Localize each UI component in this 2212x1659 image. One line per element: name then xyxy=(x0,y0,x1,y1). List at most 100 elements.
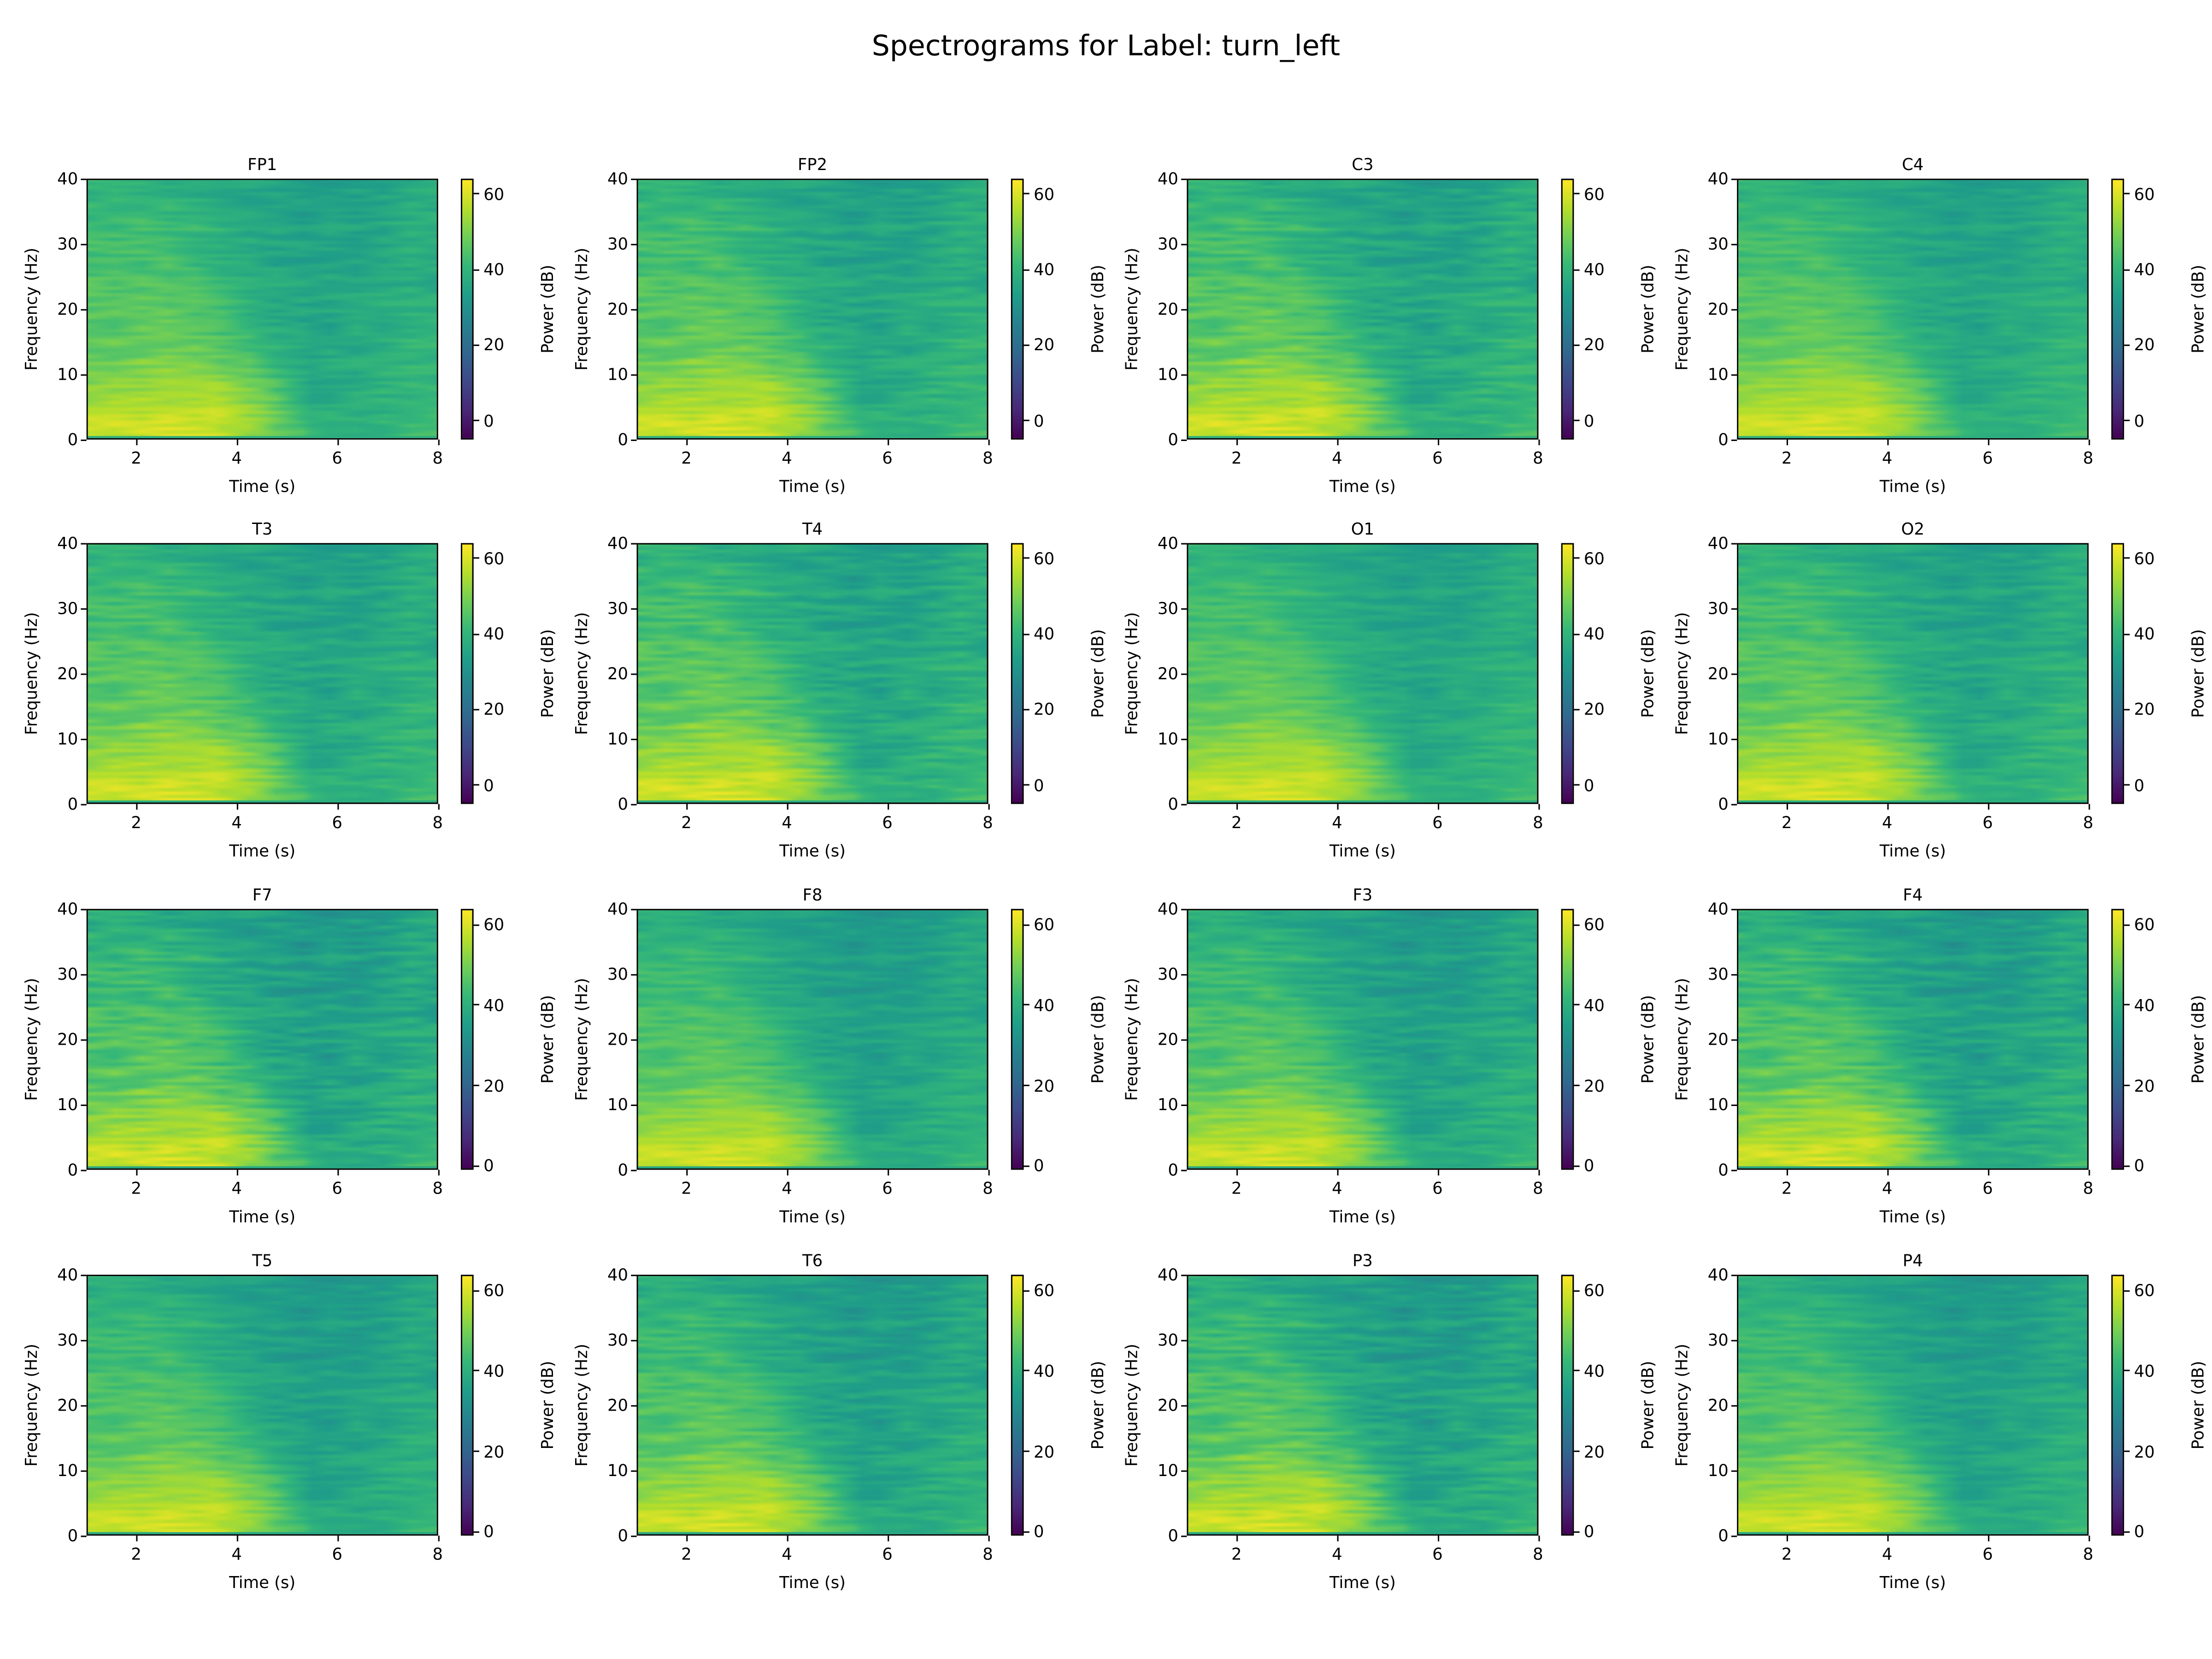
y-tick-label: 20 xyxy=(57,1029,78,1049)
spectrogram-axes xyxy=(636,1275,988,1536)
x-axis-label: Time (s) xyxy=(1879,476,1946,496)
spectrogram-heatmap xyxy=(1188,910,1537,1169)
y-tick-mark xyxy=(1181,1038,1187,1040)
spectrogram-axes xyxy=(1187,1275,1539,1536)
x-tick-label: 6 xyxy=(1982,812,1993,833)
y-tick-mark xyxy=(1181,1274,1187,1276)
x-tick-label: 8 xyxy=(2083,1544,2094,1564)
x-tick-label: 2 xyxy=(1781,812,1792,833)
colorbar-tick-mark xyxy=(1024,269,1030,271)
x-axis-label: Time (s) xyxy=(229,476,296,496)
panel-title: C3 xyxy=(1352,154,1374,175)
x-tick-label: 2 xyxy=(681,1178,692,1198)
colorbar-tick-label: 20 xyxy=(1583,1441,1605,1461)
colorbar-tick-mark xyxy=(473,708,479,710)
colorbar-tick-mark xyxy=(2124,1004,2130,1006)
y-tick-mark xyxy=(1731,1535,1737,1536)
y-tick-label: 40 xyxy=(607,1265,629,1285)
y-tick-mark xyxy=(81,243,87,245)
y-tick-mark xyxy=(631,1535,637,1536)
y-tick-mark xyxy=(1731,1470,1737,1471)
y-tick-mark xyxy=(1731,1404,1737,1406)
colorbar xyxy=(1561,1275,1574,1536)
colorbar-tick-mark xyxy=(2124,1084,2130,1087)
colorbar-tick-mark xyxy=(473,1450,479,1452)
colorbar-tick-label: 20 xyxy=(1583,699,1605,719)
y-tick-label: 10 xyxy=(607,729,629,749)
colorbar-tick-label: 60 xyxy=(1583,915,1605,935)
y-axis-label: Frequency (Hz) xyxy=(1671,247,1692,371)
y-tick-mark xyxy=(1731,1038,1737,1040)
x-axis-label: Time (s) xyxy=(229,841,296,861)
x-tick-label: 2 xyxy=(1781,1178,1792,1198)
colorbar-tick-mark xyxy=(473,193,479,195)
x-axis-label: Time (s) xyxy=(1879,1206,1946,1227)
y-tick-mark xyxy=(1181,243,1187,245)
colorbar-tick-label: 0 xyxy=(2134,411,2145,431)
y-tick-label: 30 xyxy=(57,964,78,984)
spectrogram-axes xyxy=(86,909,438,1170)
x-tick-label: 2 xyxy=(131,1544,141,1564)
x-tick-label: 8 xyxy=(432,1178,443,1198)
colorbar xyxy=(1561,909,1574,1170)
colorbar-tick-mark xyxy=(1574,1290,1580,1292)
y-tick-mark xyxy=(1181,1470,1187,1471)
y-tick-label: 20 xyxy=(607,1395,629,1415)
x-tick-mark xyxy=(1236,1535,1238,1541)
y-tick-label: 30 xyxy=(607,598,629,618)
y-tick-mark xyxy=(1181,1339,1187,1341)
colorbar-tick-mark xyxy=(1574,420,1580,422)
spectrogram-panel-t4: T4 0 10 20 30 40 2 4 6 8 Frequency (Hz) Time (s) 0 20… xyxy=(550,519,1107,897)
colorbar-tick-label: 40 xyxy=(1034,624,1055,644)
colorbar-tick-label: 40 xyxy=(483,624,505,644)
spectrogram-axes xyxy=(1737,1275,2089,1536)
x-tick-mark xyxy=(337,1535,339,1541)
spectrogram-axes xyxy=(1187,178,1539,440)
x-tick-mark xyxy=(236,1535,238,1541)
x-tick-mark xyxy=(1537,439,1539,446)
y-tick-mark xyxy=(631,607,637,609)
y-tick-label: 20 xyxy=(1157,1395,1178,1415)
colorbar-tick-mark xyxy=(2124,1165,2130,1167)
y-tick-mark xyxy=(1731,439,1737,441)
y-tick-label: 0 xyxy=(1718,429,1729,450)
y-tick-label: 40 xyxy=(1157,169,1178,189)
x-tick-label: 4 xyxy=(1332,1178,1342,1198)
y-tick-label: 30 xyxy=(1707,964,1729,984)
x-tick-label: 2 xyxy=(1231,812,1242,833)
y-tick-label: 0 xyxy=(1168,1159,1178,1180)
y-axis-label: Frequency (Hz) xyxy=(1121,247,1141,371)
x-tick-label: 8 xyxy=(1533,812,1543,833)
colorbar-tick-mark xyxy=(1024,1165,1030,1167)
colorbar-tick-label: 60 xyxy=(2134,915,2155,935)
y-tick-label: 10 xyxy=(1707,729,1729,749)
x-tick-label: 2 xyxy=(1231,1178,1242,1198)
colorbar-label: Power (dB) xyxy=(2188,1360,2208,1450)
y-tick-label: 0 xyxy=(1718,1159,1729,1180)
y-axis-label: Frequency (Hz) xyxy=(571,1343,592,1467)
colorbar-tick-mark xyxy=(473,1165,479,1167)
y-tick-label: 10 xyxy=(1707,1094,1729,1115)
colorbar-tick-mark xyxy=(2124,557,2130,559)
colorbar-tick-label: 0 xyxy=(1583,1521,1594,1542)
y-tick-mark xyxy=(631,1470,637,1471)
spectrogram-panel-fp2: FP2 0 10 20 30 40 2 4 6 8 Frequency (Hz) Time (s) 0 2… xyxy=(550,154,1107,533)
colorbar-tick-mark xyxy=(473,784,479,786)
y-tick-label: 0 xyxy=(67,1159,78,1180)
x-tick-label: 4 xyxy=(1882,812,1893,833)
x-tick-mark xyxy=(1336,1535,1338,1541)
x-tick-label: 4 xyxy=(782,812,792,833)
colorbar-tick-mark xyxy=(1574,924,1580,926)
spectrogram-heatmap xyxy=(1188,1276,1537,1535)
spectrogram-axes xyxy=(1187,909,1539,1170)
y-tick-label: 0 xyxy=(67,794,78,814)
colorbar-tick-label: 0 xyxy=(1034,1156,1044,1176)
x-tick-label: 8 xyxy=(982,448,993,468)
y-tick-label: 30 xyxy=(1707,1330,1729,1350)
x-tick-label: 2 xyxy=(1781,448,1792,468)
y-tick-mark xyxy=(631,439,637,441)
panel-title: T5 xyxy=(252,1250,273,1271)
x-tick-label: 6 xyxy=(1982,448,1993,468)
x-axis-label: Time (s) xyxy=(1329,1572,1396,1593)
y-tick-mark xyxy=(631,738,637,740)
